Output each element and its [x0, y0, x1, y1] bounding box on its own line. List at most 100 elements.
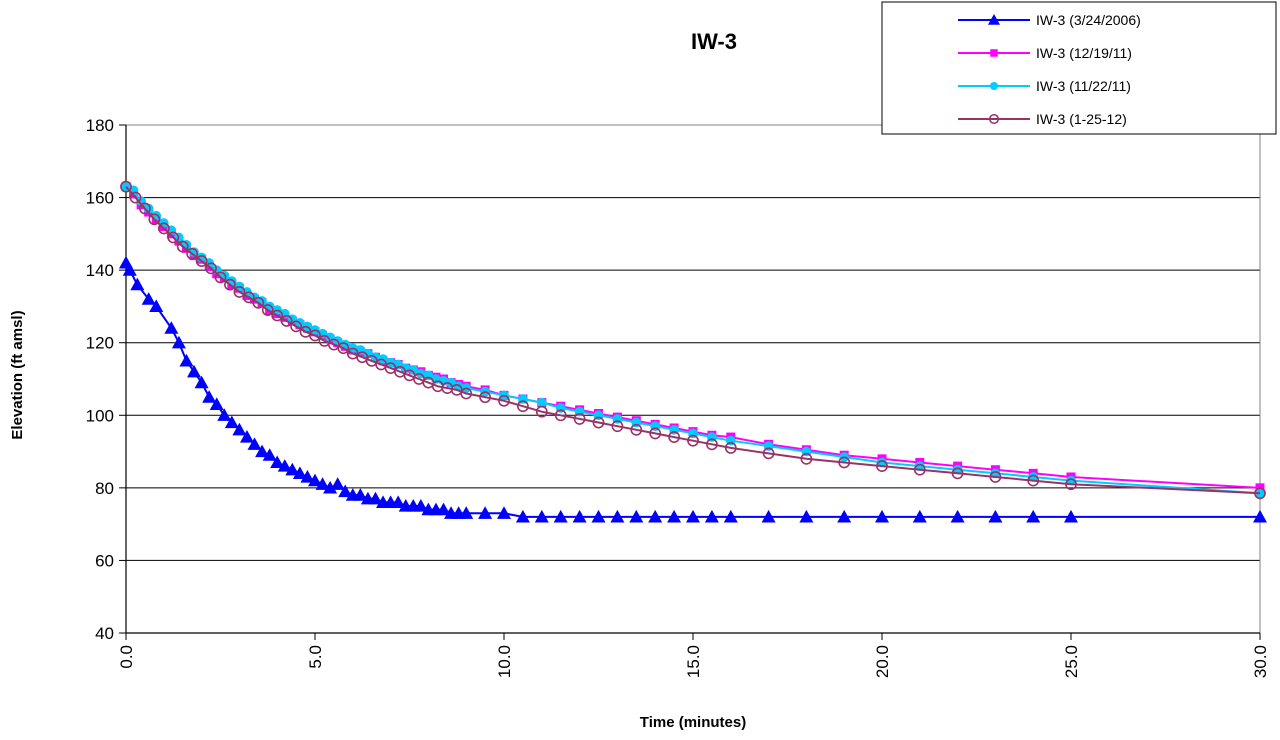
data-point-open-circle [157, 222, 170, 235]
y-axis-ticks: 40 60 80 100 120 140 160 180 [86, 116, 126, 643]
data-point-triangle [130, 277, 145, 291]
data-point-open-circle [309, 329, 321, 342]
y-tick-label: 80 [95, 479, 114, 498]
data-point-open-circle [252, 296, 265, 309]
data-point-open-circle [138, 202, 151, 215]
x-tick-label: 15.0 [684, 645, 703, 678]
legend-items: IW-3 (3/24/2006) IW-3 (12/19/11) IW-3 (11/… [958, 12, 1141, 127]
data-point-square [990, 49, 998, 57]
data-point-open-circle [913, 463, 926, 476]
plot-area: 40 60 80 100 120 140 160 180 0.0 5.0 10.0 15.0 20.0… [86, 116, 1270, 678]
data-point-triangle [515, 509, 530, 523]
data-point-triangle [723, 509, 738, 523]
data-point-triangle [761, 509, 776, 523]
data-point-triangle [315, 477, 330, 490]
data-point-open-circle [195, 255, 208, 267]
data-point-open-circle [649, 427, 662, 440]
data-point-triangle [209, 397, 224, 410]
data-point-open-circle [498, 394, 510, 407]
data-point-open-circle [554, 409, 567, 422]
data-point-open-circle [148, 213, 161, 226]
data-point-open-circle [205, 262, 217, 275]
data-point-triangle [436, 502, 451, 516]
data-point-triangle [285, 462, 300, 476]
data-point-triangle [629, 509, 644, 523]
data-point-open-circle [290, 320, 302, 333]
data-point-circle [990, 468, 1001, 479]
data-point-triangle [391, 495, 406, 508]
legend-box [881, 1, 1277, 135]
data-point-triangle [217, 408, 232, 421]
data-point-triangle [553, 509, 568, 523]
series-3 [121, 181, 1265, 499]
data-point-open-circle [630, 423, 643, 436]
y-tick-label: 40 [95, 624, 114, 643]
data-point-triangle [1253, 509, 1267, 523]
series-line [125, 185, 1261, 489]
data-point-triangle [194, 375, 209, 389]
legend-label: IW-3 (3/24/2006) [1036, 12, 1141, 28]
x-tick-label: 10.0 [495, 645, 514, 678]
data-point-open-circle [668, 431, 680, 443]
legend-item: IW-3 (12/19/11) [958, 45, 1132, 61]
legend-label: IW-3 (12/19/11) [1036, 45, 1132, 61]
data-point-open-circle [280, 315, 293, 327]
y-tick-label: 140 [86, 261, 114, 280]
data-point-open-circle [1065, 478, 1077, 491]
y-tick-label: 60 [95, 551, 114, 570]
chart-title: IW-3 [691, 29, 737, 54]
data-point-open-circle [1254, 487, 1266, 500]
data-point-triangle [224, 415, 239, 429]
legend-label: IW-3 (11/22/11) [1036, 78, 1131, 94]
y-tick-label: 160 [86, 189, 114, 208]
data-point-triangle [368, 491, 383, 505]
legend-item: IW-3 (11/22/11) [958, 78, 1131, 94]
data-point-open-circle [951, 467, 964, 480]
plot-frame [125, 124, 1261, 634]
x-tick-label: 30.0 [1251, 645, 1270, 678]
series-line [125, 186, 1261, 495]
data-point-open-circle [120, 180, 132, 193]
data-point-circle [408, 365, 419, 375]
y-tick-label: 100 [86, 406, 114, 425]
x-axis-title: Time (minutes) [640, 714, 746, 731]
data-point-open-circle [460, 387, 473, 400]
data-point-open-circle [592, 416, 605, 429]
data-point-triangle [292, 466, 307, 479]
data-point-triangle [648, 509, 663, 523]
data-point-triangle [255, 444, 270, 458]
data-point-open-circle [224, 278, 236, 291]
data-point-triangle [413, 499, 428, 512]
data-point-open-circle [176, 240, 189, 253]
data-point-triangle [572, 509, 587, 523]
legend-label: IW-3 (1-25-12) [1036, 111, 1127, 127]
data-point-circle [537, 397, 547, 408]
series-1 [119, 255, 1267, 523]
series-layer [119, 180, 1267, 523]
data-point-open-circle [233, 286, 246, 298]
data-point-open-circle [261, 304, 274, 316]
data-point-triangle [1026, 509, 1041, 523]
data-point-triangle [686, 509, 700, 523]
data-point-triangle [875, 509, 889, 523]
data-point-open-circle [242, 291, 255, 304]
data-point-triangle [330, 477, 345, 490]
x-tick-label: 25.0 [1062, 645, 1081, 678]
data-point-triangle [300, 469, 315, 483]
data-point-triangle [988, 14, 1000, 25]
legend: IW-3 (3/24/2006) IW-3 (12/19/11) IW-3 (11/… [881, 1, 1277, 135]
data-point-open-circle [517, 400, 529, 413]
data-point-open-circle [706, 438, 718, 451]
data-point-open-circle [687, 434, 699, 447]
data-point-open-circle [1027, 474, 1040, 487]
data-point-open-circle [611, 420, 624, 433]
data-point-triangle [950, 509, 965, 523]
data-point-open-circle [838, 456, 851, 469]
data-point-triangle [308, 473, 322, 487]
data-point-triangle [988, 509, 1003, 523]
data-point-triangle [799, 509, 814, 523]
data-point-triangle [591, 509, 606, 523]
x-tick-label: 20.0 [873, 645, 892, 678]
data-point-open-circle [337, 342, 350, 355]
